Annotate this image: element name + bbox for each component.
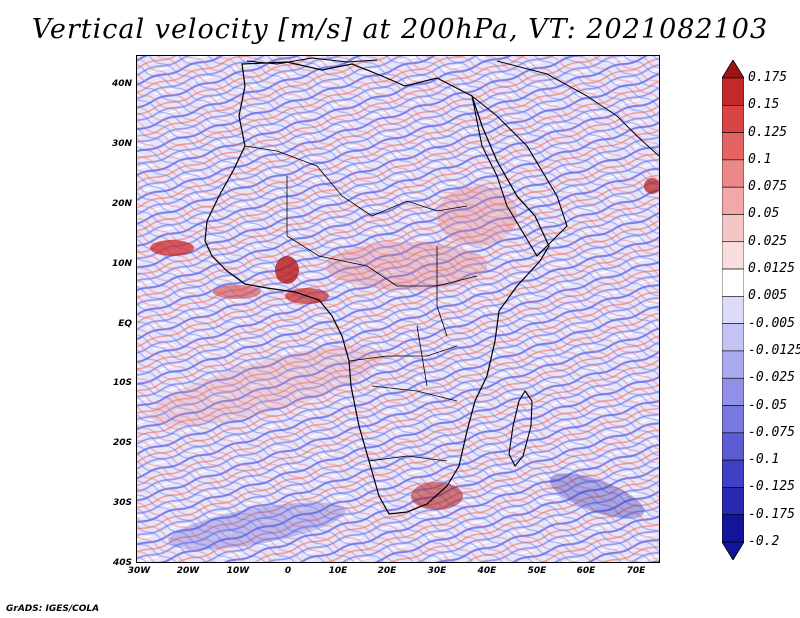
country-borders-north: [244, 145, 468, 217]
europe-coastline: [246, 57, 378, 65]
colorbar-tick-label: -0.175: [748, 506, 795, 522]
colorbar-tick-label: -0.05: [748, 397, 788, 413]
strong-ascent-atlantic: [150, 240, 194, 256]
lat-label: 20S: [112, 438, 132, 448]
velocity-field-overlay: [137, 56, 659, 562]
colorbar-tick-label: -0.025: [748, 370, 795, 386]
lon-label: 20E: [377, 566, 397, 576]
colorbar-tick-label: -0.2: [748, 534, 780, 549]
colorbar-tick-label: 0.15: [748, 97, 780, 113]
colorbar-box: [722, 432, 744, 461]
colorbar-box: [722, 241, 744, 270]
colorbar-box: [722, 159, 744, 188]
lon-label: 30W: [127, 566, 151, 576]
colorbar-tick-label: 0.005: [748, 288, 788, 304]
colorbar-box: [722, 377, 744, 406]
lat-label: 30S: [112, 498, 132, 508]
lon-label: 10E: [328, 566, 348, 576]
colorbar-tick-label: -0.075: [748, 424, 795, 440]
lon-label: 50E: [527, 566, 547, 576]
colorbar-box: [722, 104, 744, 133]
colorbar-tick-label: 0.1: [748, 151, 772, 167]
colorbar-box: [722, 459, 744, 488]
country-borders-south: [348, 345, 458, 462]
colorbar-box: [722, 514, 744, 543]
lon-label: 10W: [226, 566, 250, 576]
ascent-south-atlantic: [150, 346, 384, 426]
colorbar-tick-label: 0.175: [748, 70, 788, 85]
colorbar-box: [722, 405, 744, 434]
descent-indian-ocean: [549, 473, 645, 519]
colorbar-box: [722, 186, 744, 215]
colorbar-box: [722, 214, 744, 243]
lon-label: 70E: [626, 566, 646, 576]
lat-label: 30N: [111, 139, 132, 149]
colorbar-box: [722, 296, 744, 324]
colorbar-tick-label: -0.125: [748, 479, 795, 495]
lat-label: 10N: [111, 259, 132, 269]
ascent-india-coast: [644, 178, 659, 194]
ascent-sahel: [327, 242, 487, 290]
lat-label: 40N: [111, 79, 132, 89]
ascent-band-west: [213, 285, 261, 299]
lon-label: 20W: [176, 566, 200, 576]
madagascar-coastline: [508, 389, 533, 468]
colorbar-tick-label: 0.025: [748, 233, 788, 249]
colorbar-tick-label: -0.005: [748, 315, 795, 331]
colorbar-box: [722, 487, 744, 516]
map-canvas: [137, 56, 659, 562]
arabia-coastline: [471, 94, 568, 257]
colorbar-tick-label: 0.05: [748, 206, 780, 222]
colorbar-tick-label: 0.0125: [748, 261, 795, 277]
colorbar-tick-label: 0.075: [748, 179, 788, 195]
lat-label: 40S: [112, 558, 132, 568]
plot-title: Vertical velocity [m/s] at 200hPa, VT: 2…: [31, 14, 769, 45]
colorbar-tick-label: -0.0125: [748, 342, 800, 358]
lon-label: 40E: [477, 566, 497, 576]
colorbar-box: [722, 268, 744, 297]
ascent-south-africa: [411, 482, 463, 510]
colorbar-tick-label: -0.1: [748, 452, 780, 468]
colorbar-box: [722, 132, 744, 161]
colorbar-box: [722, 77, 744, 106]
colorbar-tick-label: 0.125: [748, 124, 788, 140]
ascent-red-sea: [437, 186, 517, 246]
lon-label: 0: [284, 566, 292, 576]
strong-ascent-west-africa: [275, 256, 299, 284]
asia-coastline: [496, 60, 659, 157]
lon-label: 30E: [427, 566, 447, 576]
colorbar-max-arrow: [722, 60, 744, 79]
map-panel: [136, 55, 660, 563]
colorbar-min-arrow: [722, 541, 744, 560]
credit-text: GrADS: IGES/COLA: [6, 604, 100, 614]
lat-label: 20N: [111, 199, 132, 209]
lon-label: 60E: [576, 566, 596, 576]
country-borders-east: [416, 246, 448, 387]
colorbar-box: [722, 323, 744, 352]
lat-label: 10S: [112, 378, 132, 388]
colorbar: [722, 60, 744, 560]
colorbar-box: [722, 350, 744, 379]
descent-south-atlantic: [168, 502, 346, 550]
lat-label: EQ: [118, 319, 132, 329]
africa-coastline: [204, 61, 550, 515]
